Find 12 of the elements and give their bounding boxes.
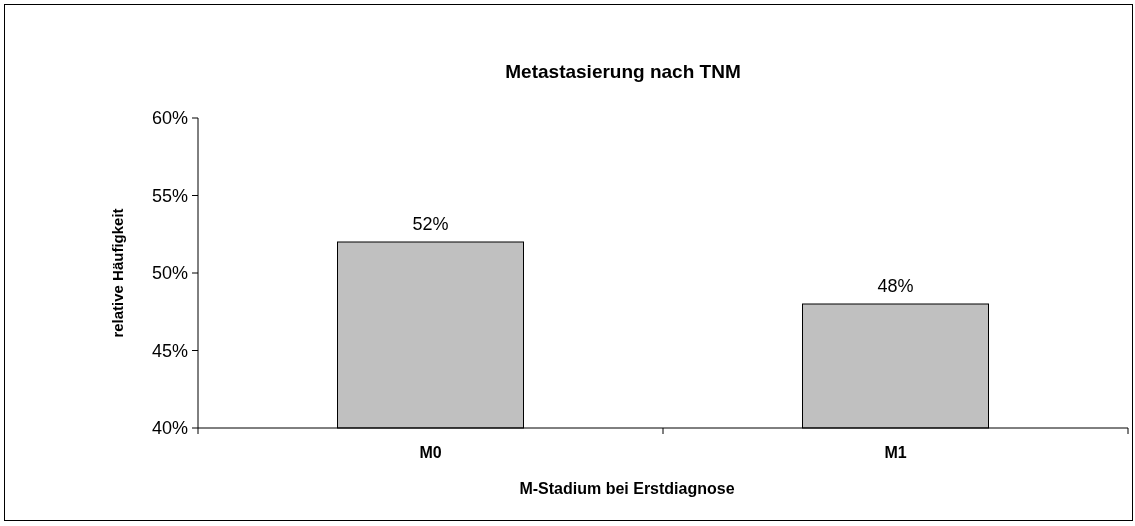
y-tick-label: 45% — [151, 340, 188, 361]
y-axis-title: relative Häufigkeit — [109, 208, 126, 338]
y-tick-label: 55% — [151, 185, 188, 206]
x-axis-title: M-Stadium bei Erstdiagnose — [519, 480, 735, 497]
data-label: 48% — [877, 276, 914, 296]
x-tick-label: M0 — [419, 444, 442, 461]
y-tick-label: 50% — [151, 263, 188, 284]
y-tick-label: 60% — [151, 108, 188, 129]
x-tick-label: M1 — [884, 444, 907, 461]
data-label: 52% — [412, 214, 449, 234]
y-tick-label: 40% — [151, 418, 188, 439]
chart-title: Metastasierung nach TNM — [505, 61, 741, 82]
